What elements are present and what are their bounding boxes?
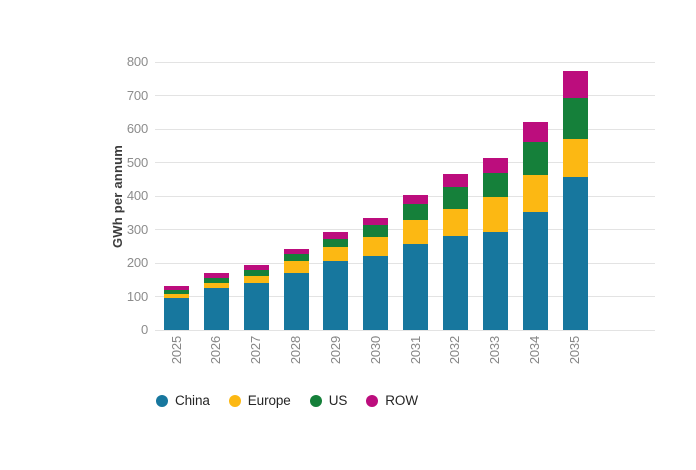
bar-2028 — [283, 248, 309, 330]
bar-segment-us-2034 — [522, 142, 548, 175]
bar-segment-us-2025 — [164, 290, 189, 295]
bar-segment-europe-2025 — [164, 294, 189, 299]
bar-segment-china-2034 — [522, 211, 548, 330]
legend-item-row: ROW — [366, 393, 418, 408]
legend-label-china: China — [175, 393, 210, 408]
bar-segment-us-2030 — [363, 225, 389, 238]
bar-segment-europe-2029 — [323, 246, 349, 262]
x-tick-label: 2033 — [487, 336, 503, 365]
bar-segment-us-2026 — [203, 277, 229, 284]
bar-segment-europe-2028 — [283, 261, 309, 274]
bar-segment-row-2033 — [482, 157, 508, 173]
y-tick-label: 700 — [126, 87, 148, 103]
y-tick-label: 300 — [126, 221, 148, 237]
bar-segment-row-2032 — [442, 174, 468, 188]
x-tick-label: 2025 — [168, 336, 184, 365]
gridline-700 — [155, 95, 655, 96]
bar-2029 — [323, 232, 349, 330]
bar-segment-europe-2030 — [363, 237, 389, 257]
bar-segment-row-2027 — [243, 265, 269, 271]
bar-segment-europe-2026 — [203, 283, 229, 289]
y-tick-label: 0 — [140, 322, 148, 337]
bar-segment-row-2031 — [403, 194, 429, 204]
bar-segment-europe-2035 — [562, 139, 588, 177]
y-tick-label: 200 — [126, 255, 148, 270]
x-tick-label: 2027 — [248, 336, 264, 365]
bar-2030 — [363, 218, 389, 330]
bar-segment-europe-2033 — [482, 197, 508, 232]
bar-segment-china-2032 — [442, 236, 468, 330]
bar-segment-china-2035 — [562, 176, 588, 330]
gridline-800 — [155, 61, 655, 63]
x-tick-label: 2034 — [527, 336, 543, 365]
legend-dot-europe — [228, 394, 241, 407]
bar-2027 — [243, 265, 269, 330]
legend-item-us: US — [309, 393, 348, 408]
y-tick-label: 100 — [126, 288, 148, 304]
bar-segment-europe-2032 — [442, 208, 468, 237]
bar-segment-europe-2031 — [403, 220, 429, 244]
bar-segment-row-2028 — [283, 248, 309, 254]
legend-label-us: US — [328, 393, 348, 408]
bar-segment-europe-2027 — [243, 275, 269, 284]
x-tick-label: 2026 — [208, 336, 224, 365]
bar-segment-china-2027 — [243, 283, 269, 330]
legend-dot-row — [366, 394, 379, 407]
bar-2026 — [203, 273, 229, 330]
bar-segment-row-2030 — [363, 218, 389, 226]
plot-area — [155, 61, 655, 331]
bar-segment-china-2030 — [363, 256, 389, 330]
bar-segment-china-2026 — [203, 288, 229, 330]
legend: China Europe US ROW — [156, 393, 418, 408]
bar-2033 — [482, 157, 508, 330]
bar-segment-us-2029 — [323, 238, 349, 247]
bar-2031 — [403, 194, 429, 330]
gridline-500 — [155, 162, 655, 163]
bar-segment-china-2029 — [323, 261, 349, 330]
legend-dot-us — [309, 394, 322, 407]
bar-2025 — [164, 286, 189, 330]
y-axis: 0 100 200 300 400 500 600 700 800 — [0, 54, 148, 337]
bar-segment-china-2025 — [164, 298, 189, 330]
bar-segment-us-2035 — [562, 97, 588, 140]
y-tick-label: 800 — [126, 54, 148, 69]
bar-2034 — [522, 121, 548, 330]
x-axis: 2025 2026 2027 2028 2029 2030 2031 2032 2033 2034… — [155, 330, 655, 392]
bar-segment-row-2026 — [203, 273, 229, 278]
bar-segment-us-2027 — [243, 270, 269, 276]
bar-segment-us-2028 — [283, 253, 309, 262]
x-tick-label: 2031 — [407, 336, 423, 365]
x-tick-label: 2035 — [567, 336, 582, 365]
y-tick-label: 500 — [126, 154, 148, 170]
gridline-600 — [155, 128, 655, 130]
bar-segment-us-2033 — [482, 172, 508, 198]
x-tick-label: 2029 — [327, 336, 343, 365]
x-tick-label: 2032 — [447, 336, 463, 365]
bar-segment-europe-2034 — [522, 174, 548, 212]
bar-segment-row-2035 — [562, 70, 588, 98]
y-tick-label: 600 — [126, 121, 148, 136]
bar-segment-china-2031 — [403, 243, 429, 330]
bar-segment-china-2033 — [482, 231, 508, 330]
gridline-0 — [155, 329, 655, 331]
bar-segment-row-2029 — [323, 232, 349, 239]
bar-2035 — [562, 70, 588, 330]
legend-dot-china — [156, 394, 168, 407]
bar-segment-us-2031 — [403, 203, 429, 221]
bar-2032 — [442, 174, 468, 330]
legend-item-europe: Europe — [228, 393, 291, 408]
bar-segment-row-2025 — [164, 286, 189, 291]
y-tick-label: 400 — [126, 188, 148, 203]
legend-item-china: China — [156, 393, 210, 408]
bar-segment-us-2032 — [442, 187, 468, 209]
x-tick-label: 2030 — [367, 336, 383, 365]
x-tick-label: 2028 — [288, 336, 304, 365]
bar-segment-row-2034 — [522, 121, 548, 143]
legend-label-europe: Europe — [247, 393, 291, 408]
legend-label-row: ROW — [385, 393, 418, 408]
bar-segment-china-2028 — [283, 273, 309, 330]
